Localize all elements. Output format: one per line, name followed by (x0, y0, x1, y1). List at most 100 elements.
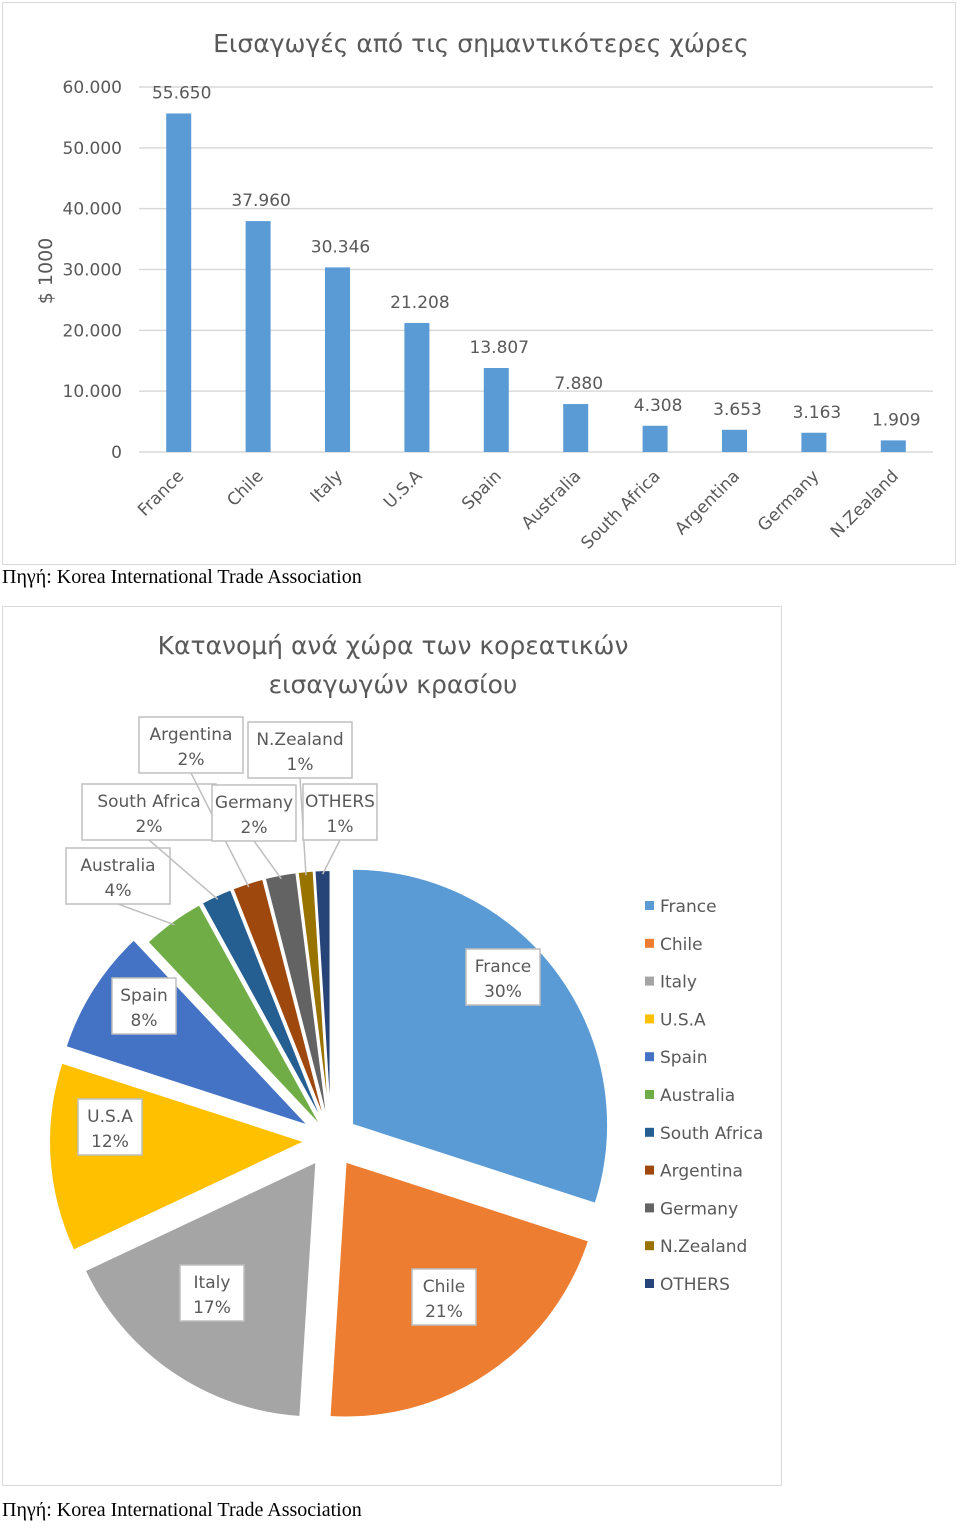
label-box (465, 948, 541, 1006)
bar-value-label: 7.880 (554, 374, 603, 394)
label-percent: 2% (178, 750, 205, 770)
label-box (65, 847, 171, 905)
pie-data-label-n-zealand: N.Zealand 1% (247, 721, 353, 876)
pie-chart-source: Πηγή: Korea International Trade Associat… (2, 1499, 362, 1521)
label-name: N.Zealand (256, 730, 343, 750)
bar-spain (483, 368, 509, 452)
label-box (179, 1264, 245, 1322)
y-axis-label: $ 1000 (35, 238, 57, 304)
pie-chart-title-line: Κατανομή ανά χώρα των κορεατικών (158, 631, 629, 660)
bar-argentina (722, 429, 747, 452)
label-name: Argentina (150, 725, 233, 745)
pie-slice-germany (263, 871, 330, 1127)
bar-value-label: 1.909 (872, 410, 921, 430)
legend-swatch-south-africa (645, 1127, 654, 1137)
bar-value-label: 4.308 (634, 396, 683, 416)
bar-value-label: 3.163 (793, 403, 842, 423)
legend-label-spain: Spain (660, 1048, 708, 1068)
x-tick-label: U.S.A (380, 466, 427, 513)
leader-line (321, 839, 341, 875)
legend-swatch-chile (645, 938, 654, 948)
bar-value-label: 21.208 (390, 293, 449, 313)
x-tick-label: N.Zealand (827, 466, 903, 542)
label-box (138, 716, 244, 774)
x-tick-label: Chile (223, 466, 267, 510)
bar-chart: Εισαγωγές από τις σημαντικότερες χώρες 0 1… (35, 29, 933, 554)
pie-data-label-u-s-a: U.S.A 12% (77, 1098, 143, 1156)
bar-italy (325, 267, 350, 452)
legend-label-others: OTHERS (660, 1275, 730, 1295)
leader-line (148, 839, 219, 900)
x-tick-label: Germany (754, 466, 823, 535)
y-tick-label: 10.000 (63, 382, 122, 402)
y-tick-label: 20.000 (63, 321, 122, 341)
label-percent: 1% (327, 817, 354, 837)
label-box (247, 721, 353, 779)
bar-chart-title: Εισαγωγές από τις σημαντικότερες χώρες (213, 29, 749, 58)
label-box (211, 784, 297, 842)
bar-south-africa (642, 425, 668, 452)
legend-label-france: France (660, 897, 717, 917)
x-tick-label: Italy (307, 466, 347, 506)
pie-data-label-others: OTHERS 1% (302, 783, 378, 875)
label-box (411, 1268, 477, 1326)
bar-u-s-a (404, 322, 430, 452)
bar-value-label: 3.653 (713, 400, 762, 420)
label-name: Australia (80, 856, 155, 876)
legend-label-u-s-a: U.S.A (660, 1010, 706, 1030)
bar-value-label: 55.650 (152, 83, 211, 103)
pie-slice-south-africa (200, 888, 326, 1128)
label-box (111, 977, 177, 1035)
pie-data-label-france: France 30% (465, 948, 541, 1006)
legend-label-n-zealand: N.Zealand (660, 1237, 747, 1257)
label-name: Italy (194, 1273, 231, 1293)
label-percent: 1% (287, 755, 314, 775)
x-tick-label: France (134, 466, 188, 520)
y-tick-label: 50.000 (63, 139, 122, 159)
label-percent: 8% (131, 1011, 158, 1031)
label-percent: 2% (136, 817, 163, 837)
y-tick-label: 0 (111, 443, 122, 463)
legend-swatch-italy (645, 976, 654, 986)
pie-data-label-chile: Chile 21% (411, 1268, 477, 1326)
legend-label-south-africa: South Africa (660, 1124, 763, 1144)
x-tick-label: South Africa (577, 466, 664, 553)
pie-slice-australia (146, 902, 324, 1130)
pie-slice-others (313, 869, 332, 1127)
legend-swatch-others (645, 1279, 654, 1288)
bar-value-label: 30.346 (311, 237, 370, 257)
bar-chart-panel: Εισαγωγές από τις σημαντικότερες χώρες 0 1… (2, 2, 956, 565)
pie-data-label-australia: Australia 4% (65, 847, 175, 926)
bar-value-label: 37.960 (231, 191, 290, 211)
legend-swatch-n-zealand (645, 1241, 654, 1251)
legend-swatch-australia (645, 1090, 654, 1099)
legend-label-australia: Australia (660, 1086, 735, 1106)
label-percent: 30% (484, 982, 522, 1002)
legend-swatch-spain (645, 1052, 654, 1062)
legend-label-argentina: Argentina (660, 1162, 743, 1182)
legend-label-italy: Italy (660, 973, 697, 993)
pie-chart-panel: Κατανομή ανά χώρα των κορεατικών εισαγωγώ… (2, 606, 782, 1486)
pie-data-label-argentina: Argentina 2% (138, 716, 250, 888)
legend-swatch-germany (645, 1203, 654, 1213)
label-percent: 17% (193, 1298, 231, 1318)
pie-slice-france (351, 867, 610, 1206)
pie-chart: Κατανομή ανά χώρα των κορεατικών εισαγωγώ… (48, 631, 763, 1419)
label-name: OTHERS (305, 792, 375, 812)
label-name: U.S.A (87, 1107, 133, 1127)
bar-chart-source: Πηγή: Korea International Trade Associat… (2, 566, 362, 588)
bar-value-label: 13.807 (470, 338, 529, 358)
label-name: South Africa (97, 792, 200, 812)
bar-chile (245, 221, 271, 452)
pie-data-label-italy: Italy 17% (179, 1264, 245, 1322)
pie-data-label-germany: Germany 2% (211, 784, 297, 880)
x-tick-label: Argentina (671, 466, 744, 539)
y-tick-label: 30.000 (63, 261, 122, 281)
label-percent: 21% (425, 1302, 463, 1322)
label-box (77, 1098, 143, 1156)
label-box (302, 783, 378, 841)
bar-australia (563, 404, 589, 452)
pie-data-label-spain: Spain 8% (111, 977, 177, 1035)
label-name: Spain (120, 986, 168, 1006)
leader-line (117, 903, 175, 926)
